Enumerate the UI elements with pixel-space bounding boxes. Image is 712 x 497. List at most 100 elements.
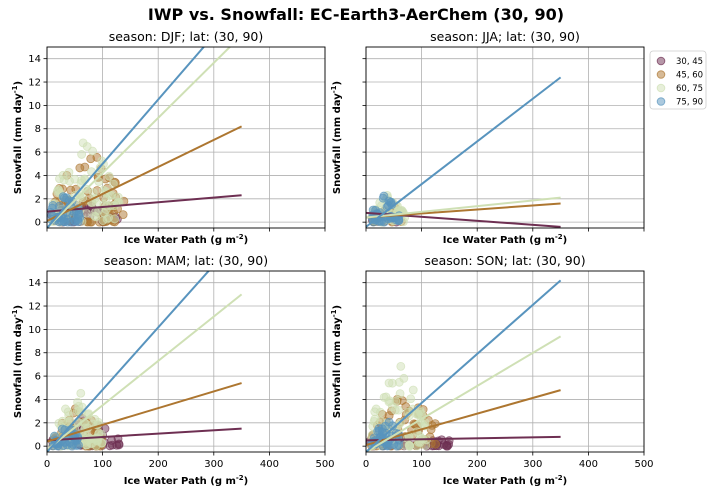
- y-tick-label: 2: [35, 194, 41, 205]
- y-tick-label: 6: [35, 372, 41, 383]
- y-tick-label: 6: [35, 148, 41, 159]
- scatter-point: [118, 210, 128, 220]
- scatter-point: [94, 428, 104, 438]
- y-tick-label: 14: [28, 54, 41, 65]
- y-tick-label: 8: [35, 124, 41, 135]
- legend-label: 60, 75: [676, 84, 703, 94]
- scatter-point: [59, 193, 69, 203]
- scatter-point: [63, 407, 73, 417]
- scatter-point: [52, 186, 62, 196]
- fit-line: [366, 435, 561, 442]
- scatter-point: [75, 163, 85, 173]
- scatter-point: [379, 191, 389, 201]
- legend-marker: [656, 97, 666, 106]
- subplot-title: season: DJF; lat: (30, 90): [109, 29, 264, 44]
- y-axis-label: Snowfall (mm day-1​): [330, 81, 343, 194]
- panel-1: 0 2 4 6 8 10 12 14 season: DJF; lat: (30, 90) Ice…: [11, 29, 326, 246]
- y-tick-label: 12: [28, 78, 41, 89]
- scatter-point: [82, 142, 92, 151]
- scatter-point: [48, 201, 58, 210]
- panel-4: 0 100 200 300 400 500 season: SON; lat: (30, 9…: [330, 253, 654, 487]
- x-tick-label: 0: [363, 459, 369, 470]
- fit-line: [47, 47, 206, 228]
- x-tick-label: 500: [315, 459, 334, 470]
- fit-line: [47, 427, 242, 442]
- y-tick-label: 4: [35, 171, 41, 182]
- x-tick-label: 200: [468, 459, 487, 470]
- x-tick-label: 300: [204, 459, 223, 470]
- x-axis-label: Ice Water Path (g m-2​): [443, 233, 568, 246]
- y-tick-label: 4: [35, 395, 41, 406]
- y-tick-label: 0: [35, 442, 41, 453]
- axes-frame: [46, 46, 326, 229]
- scatter-point: [406, 394, 416, 404]
- fit-line: [47, 382, 242, 443]
- figure-title: IWP vs. Snowfall: EC-Earth3-AerChem (30,…: [148, 5, 564, 24]
- scatter-point: [82, 440, 92, 450]
- scatter-point: [384, 378, 394, 388]
- scatter-point: [391, 396, 401, 406]
- legend: 30, 45 45, 60 60, 75 75, 90: [649, 50, 707, 110]
- y-axis-label: Snowfall (mm day-1​): [11, 305, 24, 418]
- x-axis-label: Ice Water Path (g m-2​): [124, 233, 249, 246]
- fit-line: [366, 335, 562, 452]
- legend-marker: [656, 83, 666, 93]
- scatter-point: [395, 389, 405, 398]
- panel-3: 0 100 200 300 400 500 0 2 4 6 8 10 12 14 season: MAM; …: [11, 253, 335, 487]
- y-tick-label: 8: [35, 348, 41, 359]
- scatter-point: [370, 407, 380, 417]
- fit-line: [47, 194, 242, 213]
- panels: 0 2 4 6 8 10 12 14 season: DJF; lat: (30, 90) Ice…: [11, 29, 654, 487]
- legend-frame: [649, 50, 707, 110]
- x-axis-label: Ice Water Path (g m-2​): [124, 474, 249, 487]
- axes-frame: [46, 270, 326, 453]
- axes-frame: [365, 270, 645, 453]
- scatter-point: [431, 439, 441, 449]
- plot-area: [47, 271, 243, 452]
- x-tick-label: 100: [93, 459, 112, 470]
- y-tick-label: 12: [28, 302, 41, 313]
- scatter-point: [77, 176, 86, 185]
- fit-line: [366, 76, 562, 228]
- x-tick-label: 400: [579, 459, 598, 470]
- fit-line: [47, 47, 232, 228]
- panel-2: season: JJA; lat: (30, 90) Ice Water Path…: [330, 29, 645, 246]
- fit-line: [47, 271, 210, 452]
- x-tick-label: 300: [523, 459, 542, 470]
- scatter-point: [74, 440, 83, 450]
- plot-area: [366, 279, 562, 452]
- scatter-point: [65, 176, 74, 186]
- y-tick-label: 14: [28, 278, 41, 289]
- scatter-point: [379, 217, 389, 227]
- scatter-point: [77, 150, 87, 159]
- plot-area: [47, 47, 243, 228]
- x-axis-label: Ice Water Path (g m-2​): [443, 474, 568, 487]
- y-tick-label: 0: [35, 218, 41, 229]
- fit-line: [366, 279, 562, 452]
- scatter-point: [413, 409, 423, 419]
- subplot-title: season: SON; lat: (30, 90): [424, 253, 585, 268]
- legend-label: 45, 60: [676, 71, 703, 81]
- x-tick-label: 0: [44, 459, 50, 470]
- fit-line: [47, 293, 243, 451]
- scatter-point: [104, 171, 114, 181]
- scatter-point: [62, 215, 72, 224]
- y-tick-label: 10: [28, 325, 41, 336]
- scatter-point: [442, 441, 452, 451]
- scatter-point: [394, 405, 404, 415]
- fit-line: [366, 196, 561, 219]
- y-axis-label: Snowfall (mm day-1​): [330, 305, 343, 418]
- x-tick-label: 500: [634, 459, 653, 470]
- subplot-title: season: JJA; lat: (30, 90): [430, 29, 580, 44]
- fit-line: [47, 125, 243, 222]
- x-tick-label: 400: [260, 459, 279, 470]
- scatter-point: [114, 440, 124, 450]
- scatter-point: [399, 373, 409, 383]
- y-axis-label: Snowfall (mm day-1​): [11, 81, 24, 194]
- x-tick-label: 200: [149, 459, 168, 470]
- subplot-title: season: MAM; lat: (30, 90): [104, 253, 268, 268]
- legend-label: 30, 45: [676, 57, 703, 67]
- scatter-point: [370, 414, 380, 424]
- scatter-point: [381, 392, 391, 402]
